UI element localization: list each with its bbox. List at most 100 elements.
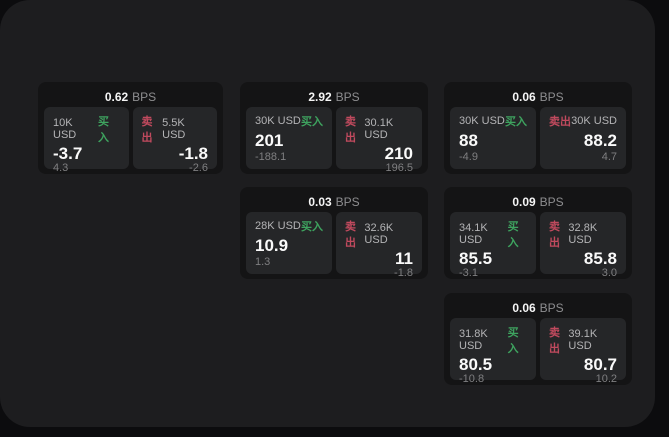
bps-unit: BPS [335, 89, 360, 104]
bps-unit: BPS [132, 89, 157, 104]
buy-panel-header: 28K USD 买入 [255, 218, 323, 234]
sell-price: 85.8 [583, 249, 617, 268]
bps-value: 0.06 [512, 300, 536, 315]
buy-panel-header: 31.8K USD 买入 [459, 324, 527, 356]
buy-price: 10.9 [255, 235, 289, 255]
sell-delta: -2.6 [189, 162, 208, 174]
buy-size: 34.1K USD [459, 222, 488, 246]
buy-panel-header: 30K USD 买入 [459, 113, 527, 129]
buy-price: 80.5 [459, 355, 493, 374]
quote-panels: 30K USD 买入 201 -188.1 卖出 30.1K USD 210 1… [246, 107, 422, 174]
buy-delta: 4.3 [53, 162, 69, 174]
bps-header: 0.06 BPS [450, 297, 626, 318]
sell-label: 卖出 [345, 221, 356, 249]
buy-price: 88 [459, 130, 478, 150]
quote-panels: 10K USD 买入 -3.7 4.3 卖出 5.5K USD -1.8 -2.… [44, 107, 217, 174]
sell-panel[interactable]: 卖出 30K USD 88.2 4.7 [540, 107, 626, 169]
buy-size: 28K USD [255, 220, 301, 232]
quote-panels: 30K USD 买入 88 -4.9 卖出 30K USD 88.2 4.7 [450, 107, 626, 169]
bps-header: 0.09 BPS [450, 191, 626, 212]
quote-card: 0.03 BPS 28K USD 买入 10.9 1.3 卖出 32.6K US… [240, 187, 428, 279]
sell-panel-header: 卖出 32.6K USD [345, 218, 413, 250]
bps-value: 0.06 [512, 89, 536, 104]
quote-panels: 28K USD 买入 10.9 1.3 卖出 32.6K USD 11 -1.8 [246, 212, 422, 279]
quote-card: 0.62 BPS 10K USD 买入 -3.7 4.3 卖出 5.5K USD… [38, 82, 223, 174]
sell-panel-header: 卖出 5.5K USD [142, 113, 209, 145]
buy-size: 30K USD [459, 115, 505, 127]
sell-size: 32.6K USD [364, 222, 394, 246]
buy-panel[interactable]: 28K USD 买入 10.9 1.3 [246, 212, 332, 274]
quote-card: 2.92 BPS 30K USD 买入 201 -188.1 卖出 30.1K … [240, 82, 428, 174]
sell-delta: -1.8 [394, 267, 413, 279]
bps-value: 0.03 [308, 194, 332, 209]
buy-panel-header: 30K USD 买入 [255, 113, 323, 129]
buy-label: 买入 [505, 116, 527, 128]
buy-label: 买入 [301, 116, 323, 128]
buy-delta: -4.9 [459, 151, 478, 163]
buy-size: 10K USD [53, 117, 77, 141]
bps-header: 0.06 BPS [450, 86, 626, 107]
bps-header: 0.62 BPS [44, 86, 217, 107]
sell-delta: 196.5 [385, 162, 413, 174]
buy-size: 31.8K USD [459, 328, 488, 352]
sell-panel-header: 卖出 30.1K USD [345, 113, 413, 145]
buy-price: 85.5 [459, 249, 493, 268]
buy-delta: -3.1 [459, 267, 478, 279]
sell-label: 卖出 [345, 116, 356, 144]
buy-size: 30K USD [255, 115, 301, 127]
sell-size: 5.5K USD [162, 117, 186, 141]
buy-label: 买入 [97, 116, 109, 144]
sell-panel[interactable]: 卖出 32.8K USD 85.8 3.0 [540, 212, 626, 279]
bps-value: 0.62 [104, 89, 129, 104]
bps-unit: BPS [539, 89, 564, 104]
buy-label: 买入 [507, 221, 519, 249]
bps-header: 2.92 BPS [246, 86, 422, 107]
app-surface: 0.62 BPS 10K USD 买入 -3.7 4.3 卖出 5.5K USD… [0, 0, 655, 427]
sell-size: 39.1K USD [568, 328, 598, 352]
sell-size: 30.1K USD [364, 117, 394, 141]
bps-unit: BPS [539, 300, 564, 315]
quote-card: 0.06 BPS 30K USD 买入 88 -4.9 卖出 30K USD 8… [444, 82, 632, 174]
sell-panel[interactable]: 卖出 32.6K USD 11 -1.8 [336, 212, 422, 279]
bps-unit: BPS [539, 194, 564, 209]
sell-label: 卖出 [549, 221, 560, 249]
sell-label: 卖出 [549, 327, 560, 355]
sell-price: 80.7 [583, 355, 617, 374]
buy-panel-header: 10K USD 买入 [53, 113, 120, 145]
sell-price: -1.8 [178, 144, 208, 163]
buy-delta: -188.1 [255, 151, 287, 163]
buy-delta: -10.8 [459, 373, 485, 385]
buy-panel-header: 34.1K USD 买入 [459, 218, 527, 250]
sell-size: 32.8K USD [568, 222, 598, 246]
buy-panel[interactable]: 10K USD 买入 -3.7 4.3 [44, 107, 129, 174]
bps-value: 2.92 [308, 89, 332, 104]
sell-panel-header: 卖出 30K USD [549, 113, 617, 129]
sell-delta: 10.2 [595, 373, 617, 385]
buy-label: 买入 [301, 221, 323, 233]
sell-panel-header: 卖出 32.8K USD [549, 218, 617, 250]
sell-label: 卖出 [141, 116, 153, 144]
buy-price: 201 [255, 130, 284, 150]
sell-panel[interactable]: 卖出 39.1K USD 80.7 10.2 [540, 318, 626, 385]
quote-panels: 34.1K USD 买入 85.5 -3.1 卖出 32.8K USD 85.8… [450, 212, 626, 279]
sell-size: 30K USD [571, 115, 617, 127]
sell-panel[interactable]: 卖出 30.1K USD 210 196.5 [336, 107, 422, 174]
bps-unit: BPS [335, 194, 360, 209]
buy-panel[interactable]: 34.1K USD 买入 85.5 -3.1 [450, 212, 536, 279]
sell-delta: 4.7 [601, 151, 617, 163]
buy-panel[interactable]: 30K USD 买入 201 -188.1 [246, 107, 332, 169]
quote-card: 0.06 BPS 31.8K USD 买入 80.5 -10.8 卖出 39.1… [444, 293, 632, 385]
buy-delta: 1.3 [255, 256, 271, 268]
bps-header: 0.03 BPS [246, 191, 422, 212]
buy-panel[interactable]: 30K USD 买入 88 -4.9 [450, 107, 536, 169]
sell-label: 卖出 [549, 116, 571, 128]
quote-card: 0.09 BPS 34.1K USD 买入 85.5 -3.1 卖出 32.8K… [444, 187, 632, 279]
sell-delta: 3.0 [601, 267, 617, 279]
quote-panels: 31.8K USD 买入 80.5 -10.8 卖出 39.1K USD 80.… [450, 318, 626, 385]
buy-label: 买入 [507, 327, 519, 355]
buy-panel[interactable]: 31.8K USD 买入 80.5 -10.8 [450, 318, 536, 385]
bps-value: 0.09 [512, 194, 536, 209]
buy-price: -3.7 [53, 144, 83, 163]
sell-panel[interactable]: 卖出 5.5K USD -1.8 -2.6 [132, 107, 217, 174]
sell-price: 88.2 [583, 130, 617, 150]
